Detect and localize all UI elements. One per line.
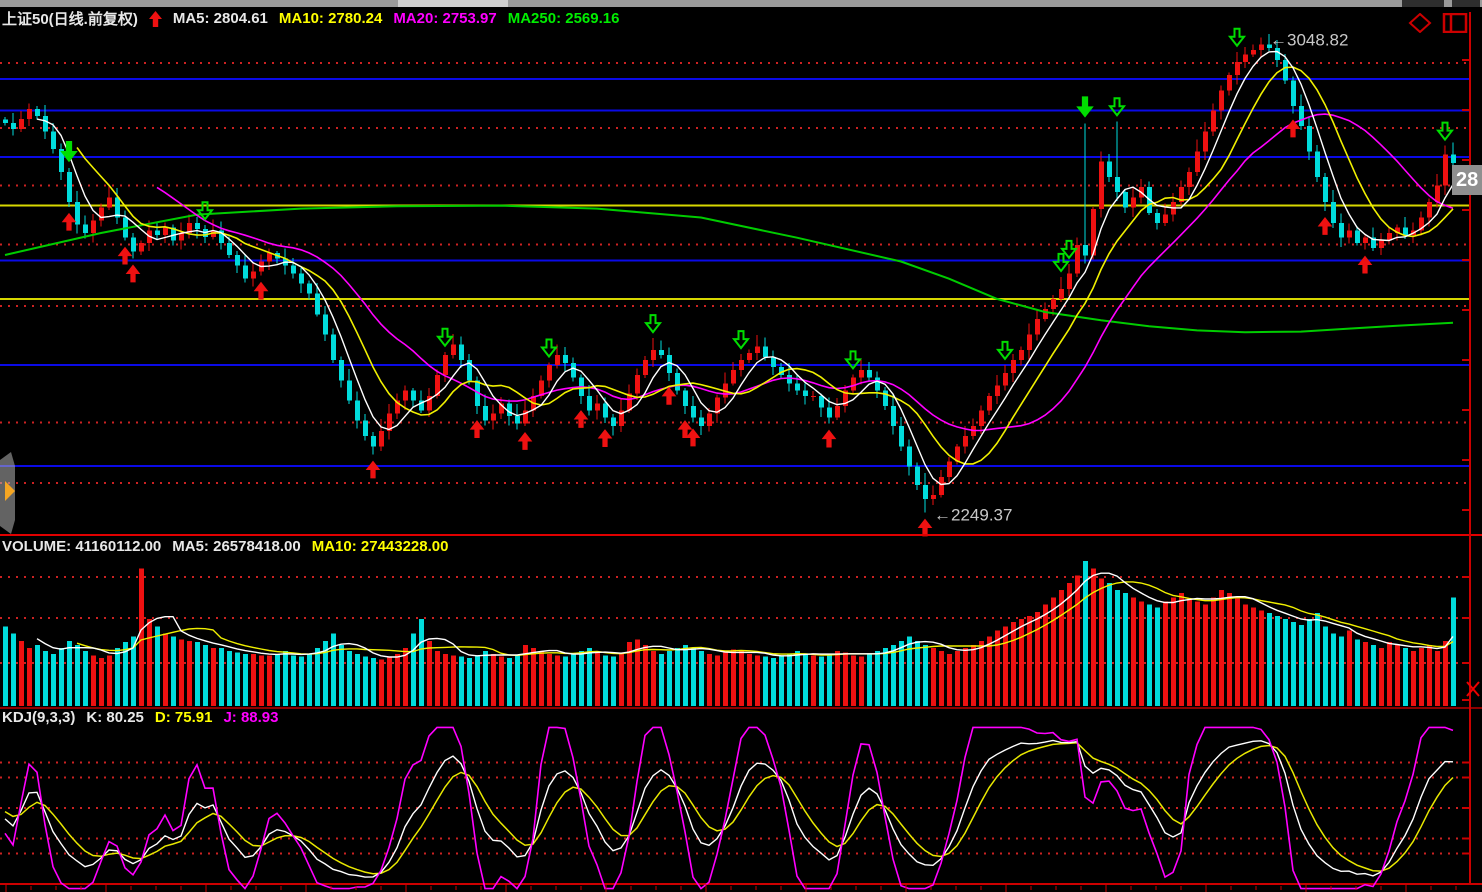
titlebar-button-area[interactable] [1452, 0, 1480, 7]
up-arrow-icon [148, 10, 162, 27]
kdj-header: KDJ(9,3,3) K: 80.25 D: 75.91 J: 88.93 [2, 709, 279, 726]
candlesticks[interactable] [3, 33, 1456, 513]
trade-signals [60, 27, 1455, 537]
current-price-tag: 28 [1452, 165, 1482, 195]
left-panel-handle[interactable] [0, 450, 20, 536]
ma10-legend: MA10: 2780.24 [278, 10, 383, 27]
ma5-line [36, 50, 1454, 486]
grid-levels [0, 62, 1470, 855]
volume-value: VOLUME: 41160112.00 [2, 538, 162, 555]
ma20-line [156, 113, 1454, 432]
ma10-line [76, 66, 1454, 465]
volume-ma5-line [36, 572, 1454, 658]
svg-text:←2249.37: ←2249.37 [934, 506, 1012, 525]
close-x-icon[interactable] [1466, 681, 1480, 697]
titlebar-button-area[interactable] [1402, 0, 1444, 7]
kdj-k-value: K: 80.25 [86, 709, 144, 726]
price-annotations: ←3048.82 ←2249.37 [934, 31, 1348, 525]
kdj-title: KDJ(9,3,3) [2, 709, 76, 726]
ma250-line [4, 204, 1454, 334]
kdj-j-line [4, 726, 1454, 890]
kdj-j-value: J: 88.93 [223, 709, 279, 726]
kdj-d-value: D: 75.91 [154, 709, 213, 726]
pane-borders [0, 534, 1482, 885]
kdj-d-line [4, 742, 1454, 875]
expand-arrow-icon [5, 481, 15, 501]
diamond-icon[interactable] [1408, 13, 1432, 33]
ma250-legend: MA250: 2569.16 [507, 10, 620, 27]
volume-header: VOLUME: 41160112.00 MA5: 26578418.00 MA1… [2, 538, 448, 555]
main-chart-header: 上证50(日线.前复权) MA5: 2804.61 MA10: 2780.24 … [2, 8, 619, 29]
symbol-title: 上证50(日线.前复权) [2, 11, 138, 28]
split-window-icon[interactable] [1442, 13, 1468, 33]
volume-bars[interactable] [3, 561, 1456, 706]
volume-ma5: MA5: 26578418.00 [172, 538, 301, 555]
kdj-k-line [4, 739, 1454, 878]
titlebar-segment [398, 0, 508, 7]
window-titlebar [0, 0, 1482, 7]
volume-ma10: MA10: 27443228.00 [311, 538, 449, 555]
right-axis [5, 12, 1471, 892]
ma20-legend: MA20: 2753.97 [393, 10, 497, 27]
svg-text:←3048.82: ←3048.82 [1270, 31, 1348, 50]
ma5-legend: MA5: 2804.61 [172, 10, 268, 27]
